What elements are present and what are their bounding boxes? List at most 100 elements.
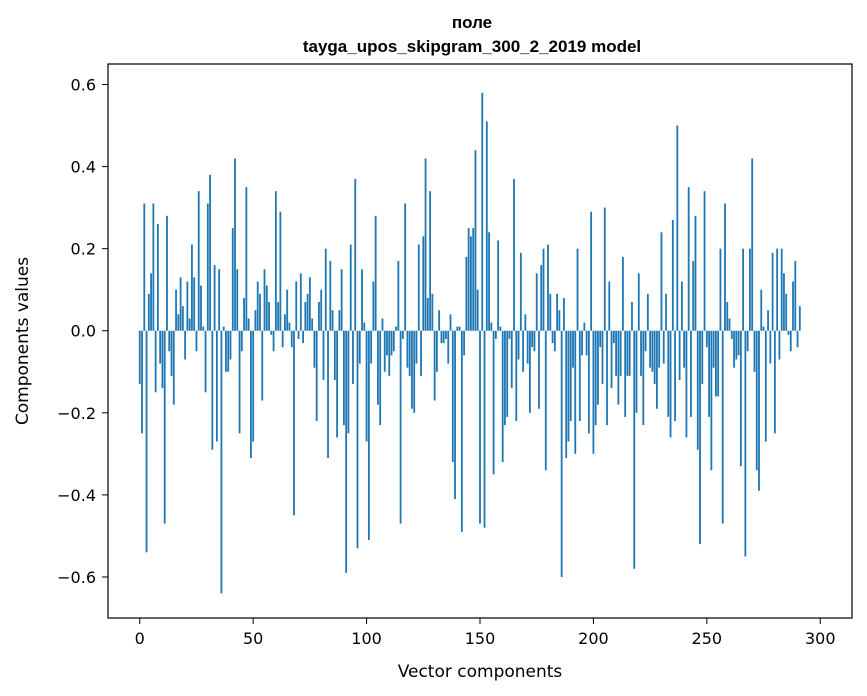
bar (690, 330, 692, 417)
bar (544, 330, 547, 471)
bar (320, 289, 323, 331)
bar (730, 330, 733, 339)
bar (699, 330, 701, 545)
x-tick-label: 50 (243, 629, 263, 648)
bar (751, 158, 754, 331)
bar (687, 187, 690, 331)
bar (603, 207, 606, 331)
bar (755, 330, 758, 471)
bar (397, 260, 400, 331)
bar (168, 330, 171, 352)
bar (798, 306, 801, 331)
bar (476, 289, 479, 331)
bar (449, 314, 452, 331)
bar (408, 330, 411, 376)
bar (576, 248, 579, 331)
bar (708, 330, 710, 417)
bar (401, 330, 404, 339)
bar (499, 326, 502, 331)
bar (721, 330, 724, 524)
bar (653, 330, 656, 385)
bar (764, 330, 767, 442)
x-tick-label: 250 (692, 629, 723, 648)
bar (252, 330, 255, 442)
bar (685, 330, 688, 438)
bar (390, 330, 393, 356)
bar (442, 330, 445, 344)
y-tick-label: 0.2 (71, 240, 96, 259)
bar (494, 330, 497, 339)
bar (542, 248, 545, 331)
bar (433, 330, 436, 401)
bar (715, 330, 717, 397)
bar (372, 281, 375, 331)
bar (279, 211, 282, 331)
bar (215, 330, 218, 442)
bar (753, 330, 756, 372)
bar (458, 326, 461, 331)
bar (671, 219, 674, 331)
bar (642, 330, 645, 426)
bar (429, 191, 431, 331)
bar (717, 330, 720, 397)
bar (431, 293, 434, 331)
bar (703, 191, 706, 331)
bar (606, 330, 608, 426)
bar (440, 330, 443, 344)
bar (261, 330, 264, 401)
bar (644, 330, 647, 352)
y-tick-label: −0.6 (57, 568, 96, 587)
bar (147, 293, 150, 331)
bar (288, 322, 291, 331)
bar (413, 330, 416, 413)
bar (674, 330, 676, 422)
bar (175, 289, 177, 331)
bar (760, 289, 763, 331)
bar (329, 260, 332, 331)
bar (749, 248, 751, 331)
bar (590, 211, 593, 331)
bar (336, 330, 338, 438)
bar (218, 269, 221, 331)
x-tick-label: 100 (351, 629, 382, 648)
bar (186, 281, 189, 331)
bar (519, 252, 522, 331)
bar (517, 330, 520, 360)
bar (771, 252, 774, 331)
bar (451, 330, 454, 463)
bar (615, 330, 617, 376)
bar (356, 330, 359, 549)
y-axis-ticks: −0.6 −0.4 −0.2 0.0 0.2 0.4 0.6 (57, 76, 108, 587)
bar (728, 318, 731, 331)
bar (152, 203, 155, 331)
bar (626, 330, 629, 376)
bar (177, 314, 180, 331)
bar (415, 330, 418, 364)
bar (796, 330, 799, 348)
y-tick-label: −0.4 (57, 486, 96, 505)
bar (184, 330, 187, 360)
bar (773, 330, 776, 434)
bar (610, 330, 613, 389)
bar (637, 273, 640, 331)
bar (676, 125, 679, 331)
bar (739, 330, 742, 467)
bar (640, 330, 642, 376)
bar (406, 330, 409, 368)
bar (345, 330, 348, 573)
bar (154, 330, 157, 393)
bars-group (138, 92, 801, 594)
bar (277, 302, 280, 331)
bar (780, 248, 783, 331)
bar (696, 330, 699, 450)
bar (560, 330, 563, 577)
bar (601, 330, 604, 385)
bar (365, 330, 368, 442)
bar (619, 330, 622, 376)
bar (363, 322, 366, 331)
bar (295, 281, 298, 331)
bar (338, 310, 341, 331)
bar (483, 330, 486, 528)
bar (381, 318, 384, 331)
